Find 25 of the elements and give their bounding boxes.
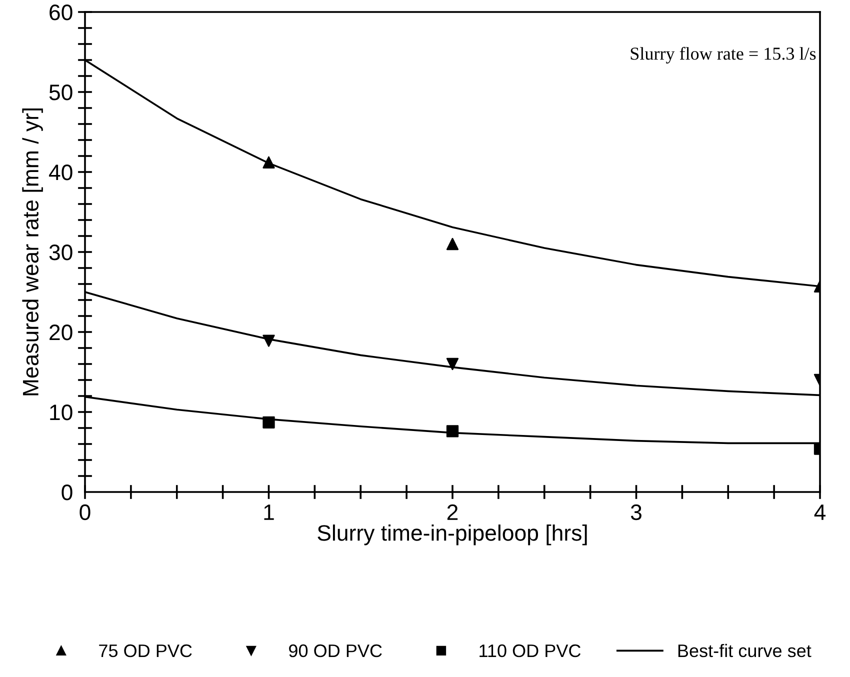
x-tick-label: 2 <box>447 504 458 520</box>
x-tick-label: 0 <box>80 504 90 520</box>
legend-label: 110 OD PVC <box>480 644 581 658</box>
y-tick-label: 0 <box>62 484 72 500</box>
x-tick-label: 4 <box>814 504 826 520</box>
point <box>446 358 459 370</box>
point <box>446 425 459 438</box>
point <box>262 156 275 168</box>
y-axis-title: Measured wear rate [mm / yr] <box>22 108 43 396</box>
x-tick-label: 1 <box>264 504 274 520</box>
y-tick-label: 40 <box>48 164 72 180</box>
y-tick-label: 60 <box>50 4 72 20</box>
annotation: Slurry flow rate = 15.3 l/s <box>630 46 816 64</box>
legend-label: Best-fit curve set <box>678 644 812 658</box>
y-tick-label: 30 <box>49 244 72 260</box>
point <box>262 416 275 428</box>
y-tick-label: 20 <box>50 324 72 340</box>
legend-label: 75 OD PVC <box>99 644 192 658</box>
x-axis-title: Slurry time-in-pipeloop [hrs] <box>318 524 587 546</box>
y-tick-label: 10 <box>50 404 72 420</box>
point <box>446 238 459 250</box>
x-tick-label: 3 <box>630 504 642 520</box>
y-tick-label: 50 <box>49 84 72 100</box>
legend-label: 90 OD PVC <box>289 644 382 658</box>
point <box>262 334 275 347</box>
